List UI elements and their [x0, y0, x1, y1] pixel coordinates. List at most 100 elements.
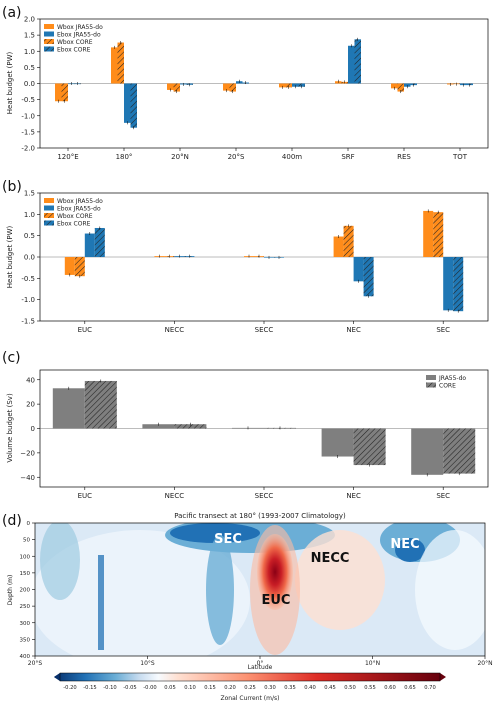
colorbar-tick-label: 0.25: [244, 685, 256, 691]
colorbar-tick-label: -0.15: [83, 685, 96, 691]
y-tick-label: -1.0: [21, 296, 35, 304]
x-tick-label: EUC: [78, 326, 93, 334]
x-tick-label: RES: [397, 153, 411, 161]
legend-swatch: [44, 198, 54, 203]
legend-label: JRA55-do: [438, 375, 466, 382]
y-tick-label: 100: [20, 554, 31, 560]
y-tick-label: 0.5: [24, 64, 35, 72]
y-tick-label: −40: [20, 474, 35, 482]
colorbar-tick-label: 0.30: [264, 685, 276, 691]
bar-hatch: [354, 39, 361, 84]
bar: [223, 83, 230, 91]
y-axis-label: Heat budget (PW): [6, 51, 14, 114]
bar-hatch: [443, 428, 476, 474]
y-tick-label: -2.0: [21, 145, 35, 153]
y-tick-label: 0.5: [24, 232, 35, 240]
bar: [411, 428, 444, 475]
colorbar-label: Zonal Current (m/s): [221, 695, 280, 702]
x-tick-label: 20°N: [171, 153, 189, 161]
y-tick-label: 200: [20, 588, 31, 594]
colorbar-tick-label: 0.65: [404, 685, 416, 691]
colorbar-tick-label: 0.45: [324, 685, 336, 691]
y-tick-label: -1.5: [21, 128, 35, 136]
colorbar-tick-label: 0.60: [384, 685, 396, 691]
colorbar-right-arrow: [440, 673, 446, 681]
y-tick-label: 0.0: [24, 254, 35, 262]
legend-label: Ebox CORE: [57, 221, 91, 228]
bar: [167, 83, 174, 90]
x-tick-label: NEC: [346, 492, 361, 500]
x-tick-label: 120°E: [57, 153, 78, 161]
y-tick-label: 300: [20, 621, 31, 627]
x-tick-label: SRF: [341, 153, 354, 161]
x-tick-label: 10°S: [140, 660, 155, 667]
x-tick-label: SEC: [436, 492, 450, 500]
legend-swatch: [44, 205, 54, 211]
bar: [348, 45, 355, 84]
bar-hatch: [298, 83, 305, 87]
legend-swatch-hatch: [44, 213, 54, 218]
x-tick-label: NEC: [346, 326, 361, 334]
x-tick-label: NECC: [165, 326, 185, 334]
x-tick-label: 180°: [116, 153, 133, 161]
bar: [292, 83, 299, 87]
x-tick-label: 20°S: [228, 153, 245, 161]
bar-hatch: [363, 257, 374, 297]
panel-label-a: (a): [2, 5, 22, 21]
y-tick-label: 350: [20, 637, 31, 643]
legend-swatch: [426, 375, 436, 380]
colorbar-tick-label: 0.10: [184, 685, 196, 691]
heatmap-contour: [40, 523, 80, 600]
bar-hatch: [61, 83, 68, 102]
current-label-nec: NEC: [390, 537, 419, 552]
y-tick-label: 1.5: [24, 190, 35, 198]
bar: [64, 257, 75, 275]
legend-label: Wbox JRA55-do: [57, 24, 103, 31]
panel-label-d: (d): [2, 513, 22, 529]
colorbar-tick-label: -0.20: [63, 685, 76, 691]
legend-label: Ebox JRA55-do: [57, 206, 101, 213]
legend-label: Wbox CORE: [57, 213, 93, 220]
colorbar-tick-label: 0.20: [224, 685, 236, 691]
panel-c-chart: Volume budget (Sv) −40 −20 0 20 40 EUC NECC SEC…: [6, 369, 489, 500]
colorbar-left-arrow: [54, 673, 60, 681]
bar-hatch: [94, 227, 105, 257]
bar-hatch: [84, 380, 117, 429]
colorbar-tick-label: -0.10: [103, 685, 116, 691]
y-tick-label: 1.5: [24, 32, 35, 40]
bar-hatch: [453, 257, 464, 312]
legend-label: Wbox JRA55-do: [57, 198, 103, 205]
legend-swatch: [44, 24, 54, 29]
colorbar-tick-label: 0.70: [424, 685, 436, 691]
heatmap-field: [35, 523, 485, 656]
legend-swatch-hatch: [44, 39, 54, 44]
bar-hatch: [74, 257, 85, 277]
bar-hatch: [433, 212, 444, 257]
legend-label: CORE: [439, 383, 456, 390]
colorbar-tick-label: 0.50: [344, 685, 356, 691]
legend-swatch-hatch: [44, 46, 54, 52]
bar-hatch: [173, 83, 180, 92]
bar: [124, 83, 131, 123]
bar: [321, 428, 354, 457]
legend-swatch: [44, 31, 54, 37]
bar-hatch: [343, 225, 354, 257]
y-axis-label: Volume budget (Sv): [6, 393, 14, 463]
bar-hatch: [353, 428, 386, 466]
bar: [52, 388, 85, 429]
bar: [111, 47, 118, 84]
y-tick-label: 150: [20, 571, 31, 577]
current-label-sec: SEC: [214, 532, 242, 547]
bar: [353, 257, 364, 282]
y-tick-label: 250: [20, 604, 31, 610]
euc-core-contour: [257, 534, 293, 610]
x-tick-label: EUC: [78, 492, 93, 500]
colorbar-tick-label: 0.40: [304, 685, 316, 691]
y-axis-label: Heat budget (PW): [6, 225, 14, 288]
y-tick-label: 2.0: [24, 16, 35, 24]
colorbar-left-body: [54, 673, 440, 681]
